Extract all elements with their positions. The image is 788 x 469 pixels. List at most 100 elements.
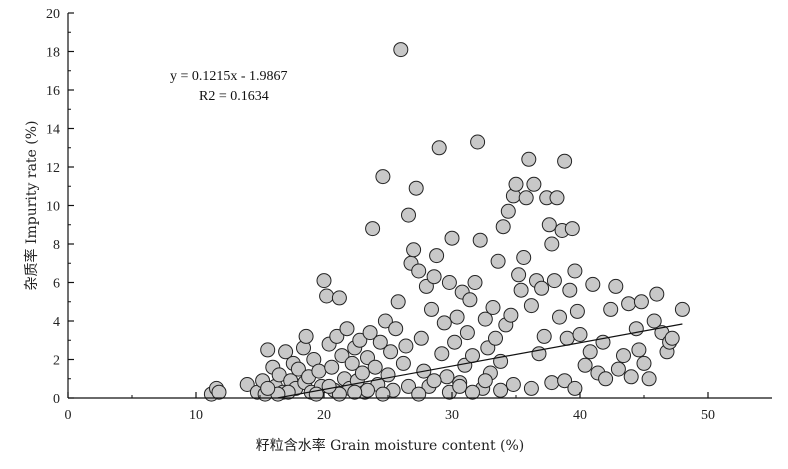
data-point (505, 377, 521, 392)
data-point (552, 309, 567, 325)
data-point (621, 296, 637, 312)
data-point (503, 307, 519, 323)
data-point (674, 301, 690, 317)
data-point (523, 380, 539, 396)
data-point (585, 276, 601, 292)
data-point (544, 375, 560, 391)
data-point (564, 221, 580, 237)
data-point (477, 311, 493, 327)
data-point (344, 355, 360, 371)
y-tick-label: 20 (46, 7, 60, 22)
y-tick-label: 10 (46, 200, 60, 215)
data-point (375, 386, 391, 402)
data-point (485, 300, 501, 315)
data-point (321, 378, 337, 394)
data-point (316, 273, 332, 289)
data-point (390, 294, 406, 310)
data-point (375, 169, 391, 185)
data-point (393, 42, 409, 58)
data-point (413, 330, 429, 346)
data-point (572, 327, 588, 342)
data-point (521, 151, 537, 167)
y-axis-title: 杂质率 Impurity rate (%) (23, 120, 40, 290)
data-point (278, 344, 294, 360)
data-point (434, 346, 450, 362)
x-tick-label: 0 (65, 408, 72, 423)
data-point (365, 221, 381, 237)
data-point (490, 253, 506, 269)
data-point (472, 232, 488, 248)
data-point (452, 378, 468, 394)
data-point (260, 342, 276, 358)
data-point (319, 288, 335, 304)
data-point (646, 313, 662, 329)
data-point (383, 344, 399, 360)
data-point (511, 267, 527, 283)
y-tick-label: 2 (53, 354, 60, 369)
data-point (608, 278, 624, 294)
data-point (362, 325, 378, 341)
data-point (398, 338, 414, 354)
x-axis-title: 籽粒含水率 Grain moisture content (%) (256, 437, 525, 454)
data-point (431, 140, 447, 156)
data-point (546, 273, 562, 289)
data-point (290, 361, 306, 377)
data-point (436, 315, 452, 331)
data-point (426, 373, 442, 389)
data-point (308, 386, 324, 402)
data-point (536, 328, 552, 344)
data-point (324, 359, 340, 375)
data-point (582, 344, 598, 360)
data-point (372, 334, 388, 350)
data-point (664, 330, 680, 346)
y-tick-label: 6 (53, 277, 60, 292)
x-axis-ticks: 0 10 20 30 40 50 (65, 392, 715, 423)
data-point (603, 301, 619, 317)
data-points (203, 42, 690, 402)
data-point (631, 342, 647, 358)
data-point (439, 369, 455, 385)
y-tick-label: 16 (46, 84, 60, 99)
x-tick-label: 20 (317, 408, 331, 423)
x-tick-label: 10 (189, 408, 203, 423)
data-point (426, 269, 442, 285)
data-point (360, 382, 375, 398)
data-point (500, 203, 516, 219)
data-point (493, 382, 509, 398)
data-point (559, 330, 575, 346)
data-point (411, 386, 427, 402)
data-point (467, 275, 483, 290)
data-point (334, 348, 350, 364)
y-axis-ticks: 0 2 4 6 8 10 12 14 16 18 20 (46, 7, 74, 407)
data-point (347, 384, 363, 400)
data-point (616, 348, 631, 364)
data-point (401, 207, 416, 223)
data-point (623, 369, 639, 385)
data-point (649, 286, 665, 302)
data-point (465, 348, 480, 364)
data-point (462, 292, 478, 308)
data-point (477, 373, 493, 389)
data-point (331, 290, 347, 306)
data-point (429, 248, 445, 264)
data-point (495, 219, 511, 235)
y-tick-label: 18 (46, 46, 60, 61)
data-point (401, 378, 416, 394)
data-point (544, 236, 560, 252)
data-point (339, 321, 355, 337)
data-point (531, 346, 547, 362)
data-point (569, 303, 585, 319)
x-tick-label: 30 (445, 408, 459, 423)
data-point (444, 230, 460, 246)
data-point (567, 263, 583, 279)
data-point (541, 217, 557, 233)
data-point (534, 280, 550, 296)
data-point (395, 355, 411, 371)
data-point (352, 332, 368, 348)
data-point (513, 282, 529, 298)
data-point (518, 190, 534, 206)
data-point (239, 377, 255, 392)
y-tick-label: 8 (53, 238, 60, 253)
data-point (557, 373, 573, 389)
